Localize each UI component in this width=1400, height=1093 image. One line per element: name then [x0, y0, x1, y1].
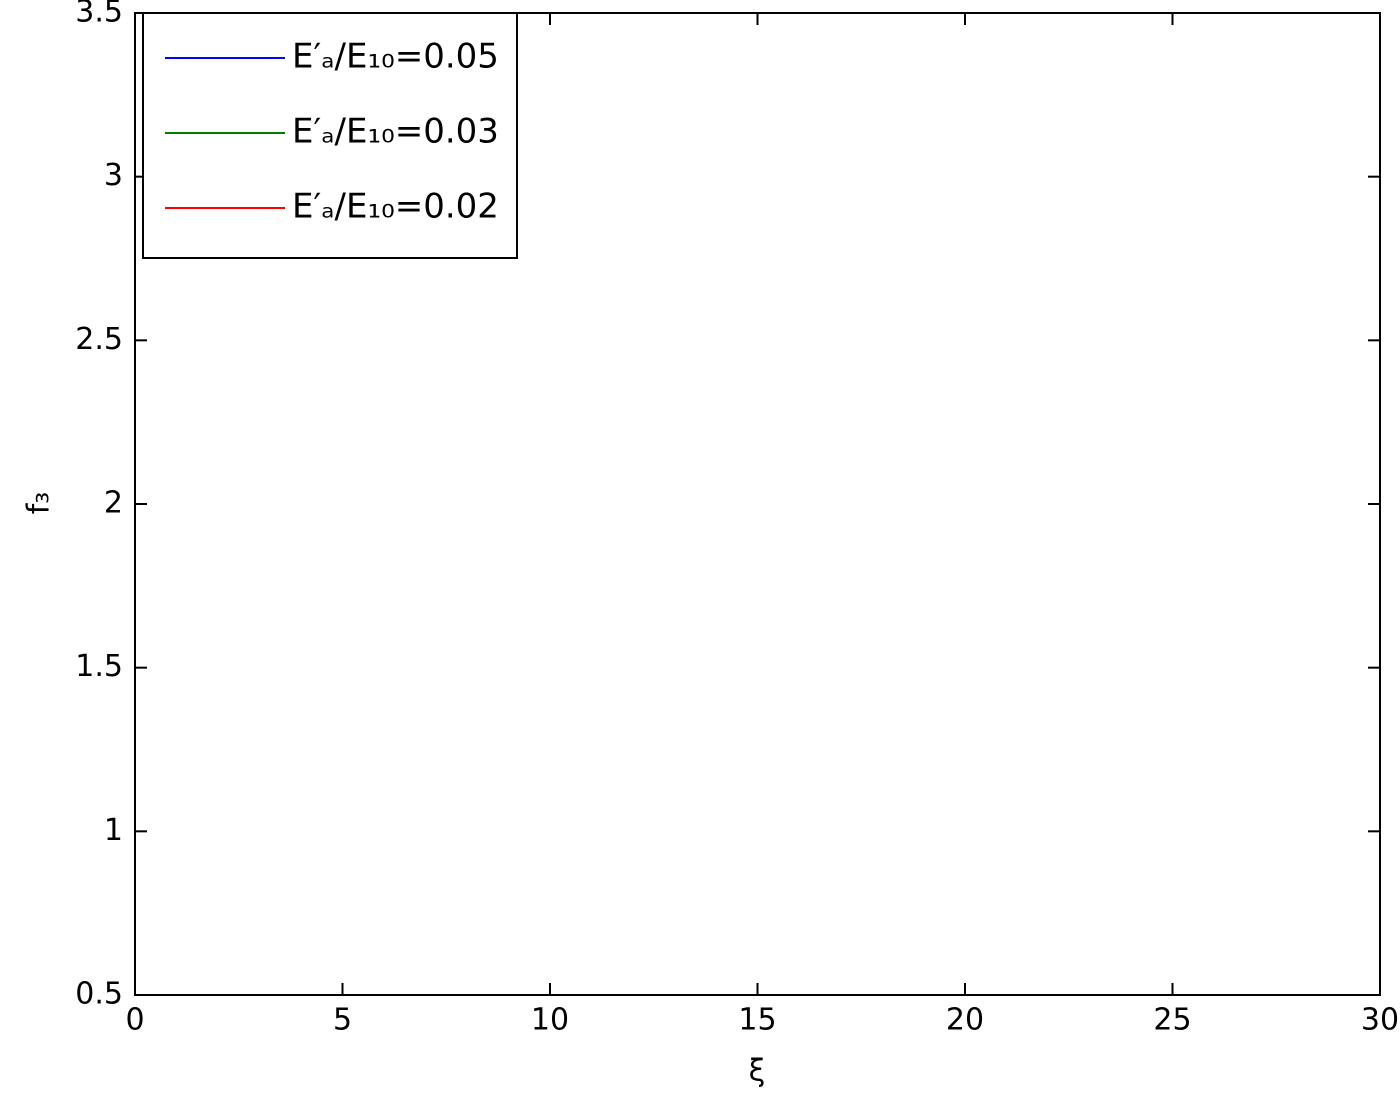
- y-axis-label: f₃: [22, 492, 57, 515]
- legend-label: E′ₐ/E₁₀=0.05: [292, 37, 499, 77]
- x-tick-label: 5: [333, 1003, 352, 1038]
- x-tick-label: 25: [1153, 1003, 1191, 1038]
- x-tick-label: 15: [738, 1003, 776, 1038]
- y-tick-label: 3.5: [75, 0, 123, 30]
- y-tick-label: 1.5: [75, 649, 123, 684]
- y-tick-label: 2.5: [75, 322, 123, 357]
- x-axis-label: ξ: [749, 1054, 766, 1089]
- x-tick-label: 20: [946, 1003, 984, 1038]
- legend-label: E′ₐ/E₁₀=0.03: [292, 112, 499, 152]
- x-tick-label: 30: [1361, 1003, 1399, 1038]
- legend-box: [142, 12, 518, 259]
- x-tick-label: 10: [531, 1003, 569, 1038]
- x-tick-label: 0: [125, 1003, 144, 1038]
- y-tick-label: 3: [104, 158, 123, 193]
- y-tick-label: 0.5: [75, 977, 123, 1012]
- y-tick-label: 2: [104, 486, 123, 521]
- legend-label: E′ₐ/E₁₀=0.02: [292, 187, 499, 227]
- y-tick-label: 1: [104, 813, 123, 848]
